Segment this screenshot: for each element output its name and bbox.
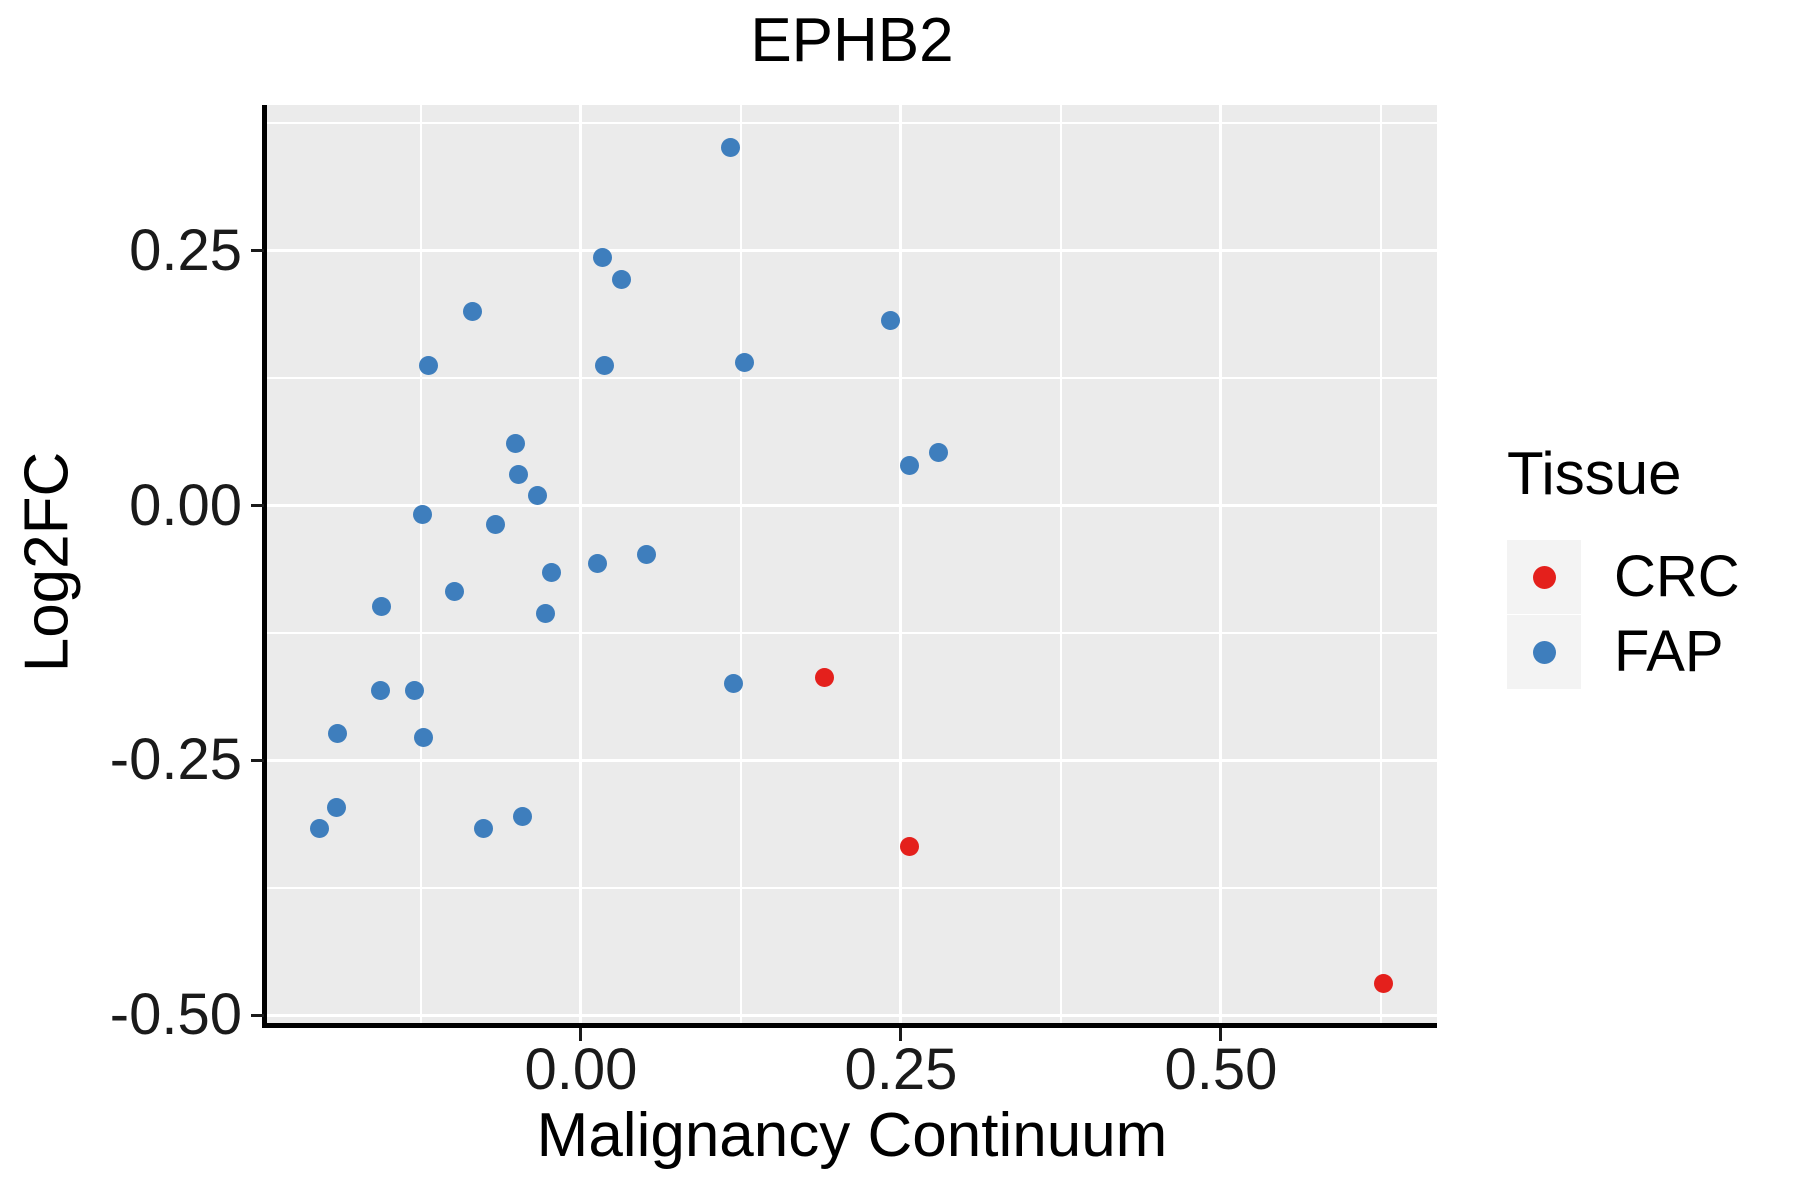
gridline	[267, 377, 1437, 380]
gridline	[419, 105, 422, 1023]
data-point-fap	[735, 353, 755, 373]
data-point-fap	[310, 819, 330, 839]
gridline	[267, 886, 1437, 889]
data-point-fap	[405, 681, 425, 701]
y-tick-label: -0.50	[109, 982, 242, 1048]
y-axis-tick	[251, 1013, 264, 1017]
plot-panel	[267, 105, 1437, 1023]
data-point-fap	[527, 485, 547, 505]
gridline	[267, 249, 1437, 253]
data-point-fap	[327, 797, 346, 817]
crc-dot-icon	[1532, 565, 1556, 589]
data-point-fap	[593, 248, 613, 268]
legend-label-fap: FAP	[1614, 619, 1724, 684]
data-point-fap	[412, 505, 432, 525]
x-axis-tick	[899, 1028, 903, 1041]
data-point-fap	[508, 465, 528, 485]
data-point-fap	[506, 433, 526, 453]
data-point-fap	[419, 356, 439, 376]
data-point-crc	[814, 668, 834, 688]
data-point-fap	[881, 310, 901, 330]
y-axis-title: Log2FC	[12, 451, 82, 673]
data-point-fap	[371, 596, 391, 616]
y-tick-label: -0.25	[109, 727, 242, 793]
gridline	[579, 105, 583, 1023]
data-point-fap	[444, 581, 464, 601]
data-point-fap	[485, 515, 505, 535]
legend-key-crc	[1507, 540, 1581, 614]
legend-label-crc: CRC	[1614, 544, 1740, 609]
y-tick-label: 0.25	[129, 217, 242, 283]
data-point-fap	[474, 819, 494, 839]
x-axis-tick	[579, 1028, 583, 1041]
data-point-fap	[414, 728, 434, 748]
data-point-fap	[462, 302, 482, 322]
data-point-fap	[723, 674, 743, 694]
y-axis-line	[262, 105, 267, 1028]
data-point-fap	[512, 806, 532, 826]
gridline	[267, 758, 1437, 762]
legend-title: Tissue	[1507, 440, 1682, 507]
x-tick-label: 0.00	[524, 1037, 638, 1102]
gridline	[1059, 105, 1062, 1023]
data-point-fap	[928, 443, 948, 462]
data-point-fap	[594, 356, 614, 376]
y-tick-label: 0.00	[129, 472, 242, 538]
data-point-fap	[535, 604, 555, 624]
data-point-fap	[721, 138, 741, 158]
data-point-fap	[900, 456, 920, 476]
y-axis-tick	[251, 758, 264, 762]
y-axis-tick	[251, 249, 264, 253]
y-axis-tick	[251, 504, 264, 507]
x-axis-tick	[1219, 1028, 1223, 1041]
x-tick-label: 0.25	[844, 1037, 958, 1102]
gridline	[267, 631, 1437, 634]
data-point-fap	[612, 269, 632, 289]
data-point-fap	[588, 554, 608, 574]
x-tick-label: 0.50	[1164, 1037, 1278, 1102]
gridline	[1379, 105, 1382, 1023]
gridline	[267, 504, 1437, 507]
gridline	[1219, 105, 1223, 1023]
legend-key-fap	[1507, 615, 1581, 689]
gridline	[267, 1013, 1437, 1017]
data-point-fap	[542, 563, 562, 583]
gridline	[267, 122, 1437, 125]
gridline	[899, 105, 903, 1023]
x-axis-title: Malignancy Continuum	[536, 1101, 1168, 1170]
fap-dot-icon	[1532, 640, 1556, 664]
chart-title: EPHB2	[750, 6, 954, 75]
x-axis-line	[262, 1023, 1437, 1028]
data-point-fap	[636, 544, 656, 564]
gridline	[739, 105, 742, 1023]
data-point-fap	[328, 724, 348, 744]
data-point-crc	[1373, 973, 1393, 993]
data-point-crc	[900, 837, 920, 857]
data-point-fap	[370, 681, 390, 701]
